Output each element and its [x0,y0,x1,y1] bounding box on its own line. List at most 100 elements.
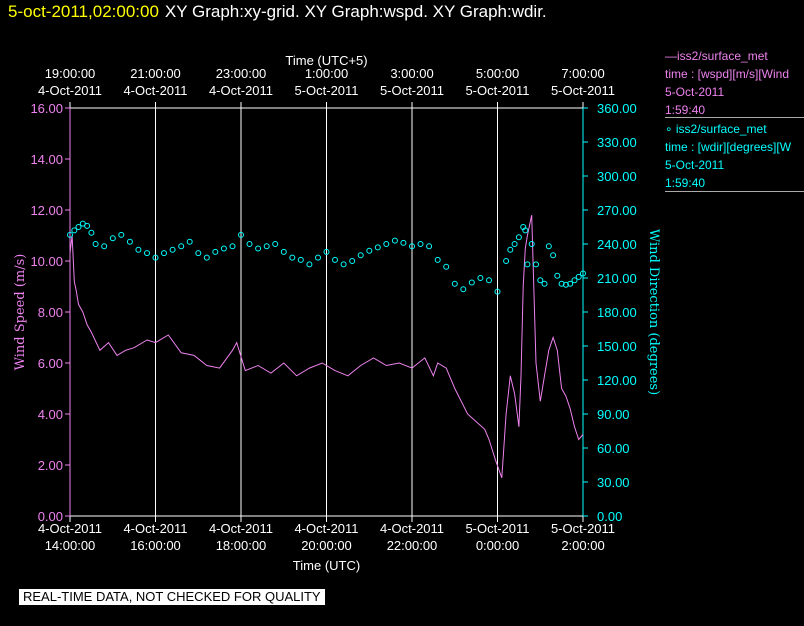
x-tick-label-date: 4-Oct-2011 [380,521,444,536]
top-tick-label-time: 3:00:00 [390,66,433,81]
wdir-data-point [503,258,510,264]
y-axis-title-left: Wind Speed (m/s) [13,254,28,371]
legend-series-name: ∘ iss2/surface_met [665,122,767,136]
wdir-data-point [349,258,356,264]
wdir-data-point [229,243,236,250]
header-timestamp: 5-oct-2011,02:00:00 [8,2,159,21]
y-tick-label-left: 10.00 [30,254,63,269]
top-tick-label-time: 23:00:00 [216,66,267,81]
wdir-data-point [246,241,253,247]
x-tick-label-time: 0:00:00 [476,538,519,553]
legend-date: 5-Oct-2011 [665,85,725,99]
x-tick-label-date: 4-Oct-2011 [294,521,358,536]
x-tick-label-time: 18:00:00 [216,538,267,553]
wdir-data-point [169,246,176,253]
legend-divider [665,117,804,118]
wdir-data-point [75,224,82,230]
wdir-data-point [135,246,142,253]
top-tick-label-time: 21:00:00 [130,66,181,81]
wdir-data-point [511,241,518,247]
x-tick-label-date: 4-Oct-2011 [38,521,102,536]
wdir-data-point [178,243,185,250]
x-tick-label-time: 2:00:00 [561,538,604,553]
wdir-data-point [161,250,167,257]
x-tick-label-time: 20:00:00 [301,538,352,553]
wdir-data-point [528,241,535,247]
wdir-data-point [524,261,531,268]
wdir-data-point [88,229,95,236]
wdir-data-point [238,231,244,238]
x-tick-label-time: 16:00:00 [130,538,181,553]
wdir-data-point [374,244,381,251]
x-tick-label-date: 4-Oct-2011 [209,521,273,536]
wdir-data-point [280,248,287,255]
wdir-data-point [391,237,398,244]
y-axis-title-right: Wind Direction (degrees) [646,229,661,395]
wdir-data-point [315,254,321,261]
y-tick-label-left: 0.00 [38,509,63,524]
wdir-data-point [71,227,78,234]
x-tick-label-time: 14:00:00 [45,538,96,553]
wdir-data-point [92,241,99,247]
wdir-data-point [451,280,458,287]
quality-disclaimer: REAL-TIME DATA, NOT CHECKED FOR QUALITY [19,589,325,605]
wdir-data-point [554,272,561,279]
wdir-data-point [486,277,492,284]
wdir-data-point [550,252,557,259]
wdir-data-point [332,256,338,263]
wdir-data-point [383,241,390,247]
wdir-data-point [126,238,133,245]
wdir-data-point [306,261,313,268]
legend-series-name: —iss2/surface_met [665,49,768,63]
y-tick-label-right: 210.00 [597,271,637,286]
wdir-data-point [468,279,475,286]
top-tick-label-date: 4-Oct-2011 [123,83,187,98]
wdir-data-point [494,288,501,295]
wdir-data-point [571,277,578,284]
wdir-data-point [426,243,433,250]
wdir-data-point [297,256,304,263]
y-tick-label-right: 360.00 [597,101,637,116]
chart-header: 5-oct-2011,02:00:00 XY Graph:xy-grid. XY … [8,2,547,22]
y-tick-label-right: 120.00 [597,373,637,388]
wdir-data-point [477,275,484,281]
wdir-data-point [263,243,270,250]
wdir-data-point [580,270,586,277]
legend-entry-wdir: ∘ iss2/surface_met time : [wdir][degrees… [665,120,804,192]
wdir-data-point [533,261,539,268]
header-title: XY Graph:xy-grid. XY Graph:wspd. XY Grap… [164,2,547,21]
legend-time: 1:59:40 [665,103,706,117]
top-tick-label-time: 19:00:00 [45,66,96,81]
y-tick-label-right: 240.00 [597,237,637,252]
y-tick-label-right: 60.00 [597,441,630,456]
y-tick-label-right: 90.00 [597,407,630,422]
wdir-data-point [272,241,279,247]
wdir-data-point [101,243,108,250]
wdir-data-point [152,254,159,261]
legend-entry-wspd: —iss2/surface_met time : [wspd][m/s][Win… [665,47,804,119]
y-tick-label-left: 14.00 [30,152,63,167]
legend-variable: time : [wdir][degrees][W [665,140,792,154]
y-tick-label-left: 16.00 [30,101,63,116]
wdir-data-point [537,277,544,284]
wdir-data-point [357,252,364,259]
wdir-data-point [220,245,227,252]
y-tick-label-left: 6.00 [38,356,63,371]
y-tick-label-left: 8.00 [38,305,63,320]
top-tick-label-date: 4-Oct-2011 [38,83,102,98]
top-tick-label-time: 5:00:00 [476,66,519,81]
x-tick-label-time: 22:00:00 [387,538,438,553]
wdir-data-point [255,245,262,252]
y-tick-label-right: 150.00 [597,339,637,354]
wdir-data-point [522,227,529,234]
y-tick-label-right: 180.00 [597,305,637,320]
wdir-data-point [507,246,514,253]
top-tick-label-time: 7:00:00 [561,66,604,81]
wdir-data-point [67,231,73,238]
wdir-data-point [567,280,574,287]
wdir-data-point [109,235,116,242]
x-tick-label-date: 5-Oct-2011 [465,521,529,536]
wdir-data-point [434,256,441,263]
top-tick-label-date: 5-Oct-2011 [551,83,615,98]
